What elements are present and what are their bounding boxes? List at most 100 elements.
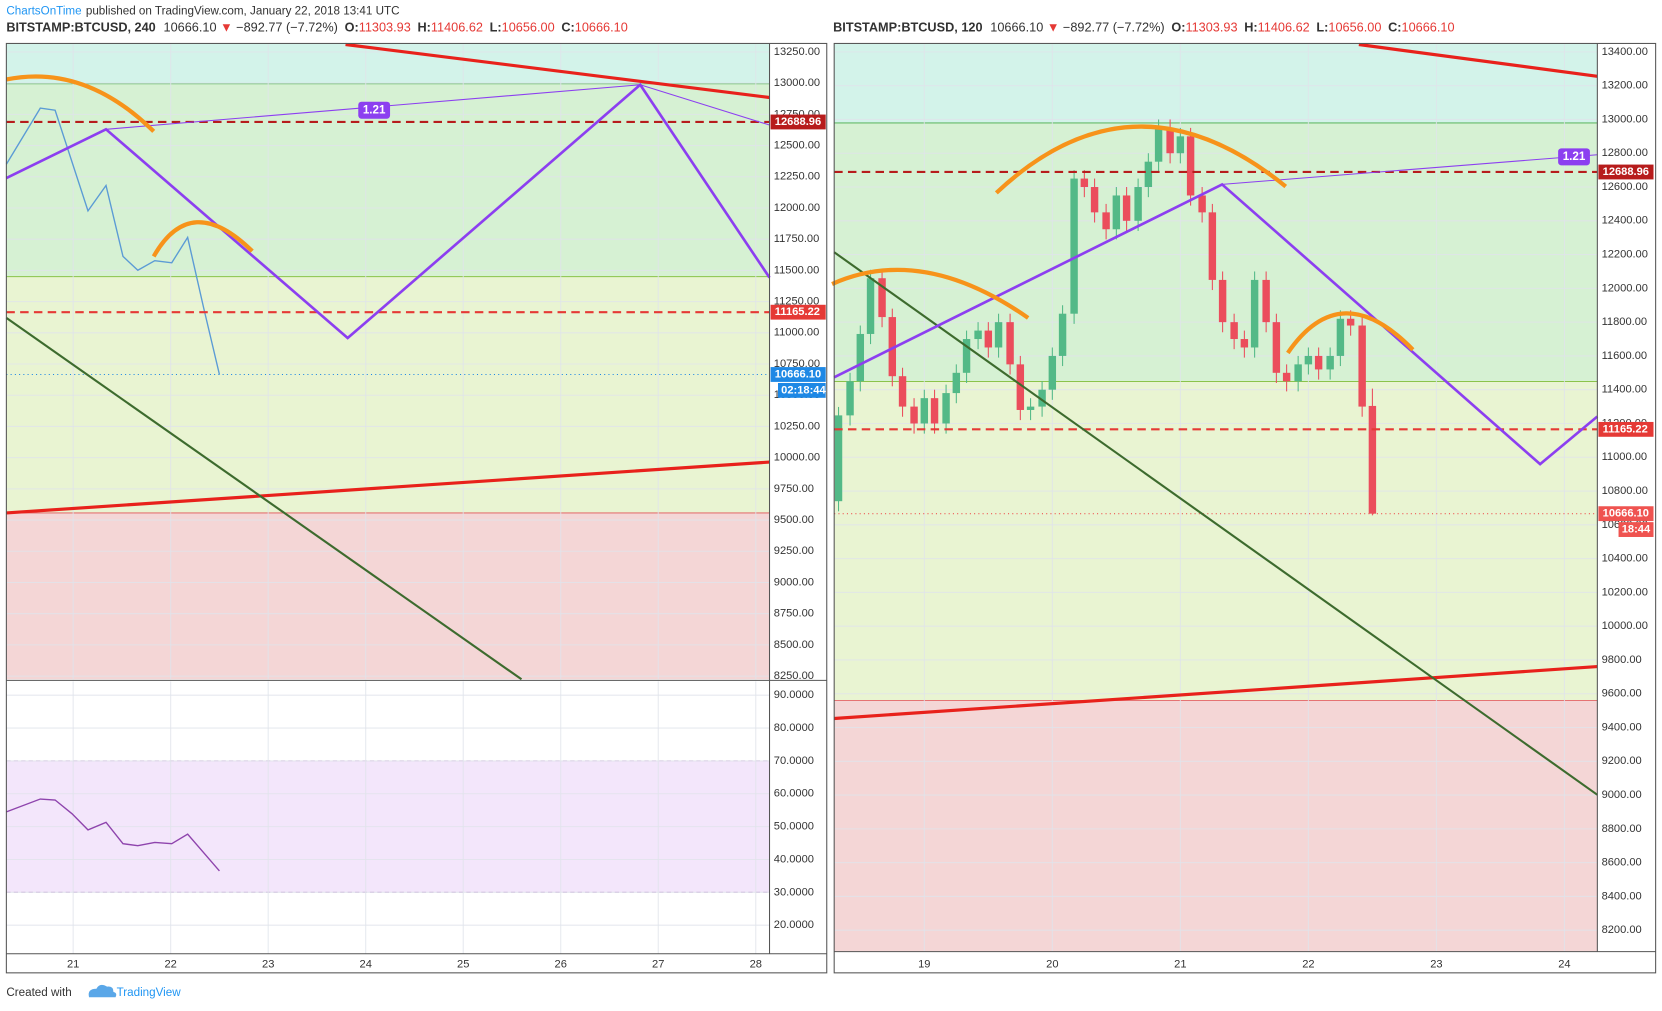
x-tick-label: 23 [262, 958, 274, 970]
price-tag-label: 12688.96 [1603, 166, 1649, 178]
y-tick-label: 10000.00 [1602, 620, 1648, 632]
author[interactable]: ChartsOnTime [6, 5, 81, 18]
ohlc-value: 11303.93 [1185, 20, 1237, 35]
y-tick-label: 9000.00 [1602, 789, 1642, 801]
x-tick-label: 22 [164, 958, 176, 970]
y-tick-label: 12000.00 [774, 202, 820, 214]
candle-body [1154, 127, 1163, 162]
candle-body [1058, 313, 1067, 356]
y-tick-label: 13250.00 [774, 46, 820, 58]
candle-body [1176, 136, 1185, 154]
price-tag [770, 367, 826, 382]
candle-body [1102, 212, 1110, 230]
y-tick-label: 8750.00 [774, 608, 814, 620]
y-tick-label: 12750.00 [774, 108, 820, 120]
change: −892.77 (−7.72%) [236, 20, 338, 35]
candle-body [1038, 389, 1046, 407]
footer-text: Created with [6, 986, 71, 999]
candle-body [1358, 325, 1366, 407]
x-tick-label: 26 [555, 958, 567, 970]
zone [834, 381, 1598, 701]
y-tick-label: 8800.00 [1602, 823, 1642, 835]
candle-body [952, 372, 961, 394]
zone [834, 700, 1598, 952]
ohlc-value: 11406.62 [431, 20, 483, 35]
candle-body [920, 398, 929, 424]
y-tick-label: 30.0000 [774, 886, 814, 898]
candle-body [1026, 406, 1035, 410]
candle-body [1336, 318, 1345, 356]
arrow: ▼ [220, 20, 233, 35]
y-tick-label: 11400.00 [1602, 384, 1648, 396]
y-tick-label: 11000.00 [774, 327, 820, 339]
candle-body [1198, 195, 1206, 213]
x-tick-label: 23 [1430, 958, 1442, 970]
brand[interactable]: TradingView [117, 986, 182, 999]
candle-body [994, 322, 1003, 348]
ohlc-value: 10656.00 [1328, 20, 1381, 35]
candle-body [1070, 178, 1078, 314]
ohlc-value: 10656.00 [502, 20, 555, 35]
ratio-label: 1.21 [1563, 150, 1586, 163]
symbol: BITSTAMP:BTCUSD, 240 [6, 20, 155, 35]
candle-body [1326, 355, 1334, 370]
y-tick-label: 13000.00 [774, 77, 820, 89]
y-tick-label: 60.0000 [774, 788, 814, 800]
y-tick-label: 10800.00 [1602, 485, 1648, 497]
x-tick-label: 22 [1302, 958, 1314, 970]
y-tick-label: 12000.00 [1602, 282, 1648, 294]
y-tick-label: 12500.00 [774, 140, 820, 152]
ohlc-label: C: [561, 20, 574, 35]
ohlc-value: 10666.10 [575, 20, 628, 35]
y-tick-label: 10250.00 [774, 420, 820, 432]
candle-body [930, 398, 939, 424]
ohlc-value: 10666.10 [1402, 20, 1455, 35]
candle-body [1250, 279, 1259, 348]
trend-line [1358, 42, 1598, 78]
trend-line [6, 460, 770, 515]
ohlc-label: L: [1316, 20, 1328, 35]
arc [1286, 311, 1415, 355]
arc [831, 267, 1030, 320]
x-tick-label: 28 [750, 958, 762, 970]
labels: 8250.00 8500.00 8750.00 9000.00 9250.00 9500.… [67, 46, 1654, 970]
zone [834, 43, 1598, 123]
y-tick-label: 13200.00 [1602, 80, 1648, 92]
y-tick-label: 8250.00 [774, 670, 814, 682]
pane-border [5, 42, 828, 974]
arc [5, 74, 156, 133]
candle-body [1262, 279, 1270, 323]
y-tick-label: 12400.00 [1602, 215, 1648, 227]
y-tick-label: 90.0000 [774, 689, 814, 701]
candle-body [1240, 339, 1249, 348]
pattern-line [5, 82, 771, 340]
y-tick-label: 10000.00 [774, 452, 820, 464]
ohlc-label: O: [345, 20, 359, 35]
ohlc-value: 11303.93 [359, 20, 411, 35]
drawings: 1.21 1.21 [5, 42, 1599, 796]
x-tick-label: 20 [1046, 958, 1058, 970]
x-tick-label: 21 [1174, 958, 1186, 970]
change: −892.77 (−7.72%) [1063, 20, 1165, 35]
y-tick-label: 11000.00 [1602, 451, 1648, 463]
y-tick-label: 9600.00 [1602, 688, 1642, 700]
marks [5, 107, 1598, 872]
logo [88, 984, 117, 998]
x-tick-label: 27 [652, 958, 664, 970]
y-tick-label: 11600.00 [1602, 350, 1648, 362]
y-tick-label: 10750.00 [774, 358, 820, 370]
ratio-box [358, 101, 391, 119]
y-tick-label: 40.0000 [774, 853, 814, 865]
trend-line [834, 664, 1598, 721]
axes [5, 42, 1657, 974]
candle-body [898, 376, 907, 407]
x-tick-label: 24 [1558, 958, 1570, 970]
trend-line [345, 42, 770, 100]
candle-body [1208, 212, 1217, 280]
last: 10666.10 [990, 20, 1043, 35]
ohlc-label: O: [1171, 20, 1185, 35]
y-tick-label: 12600.00 [1602, 181, 1648, 193]
candle-body [1134, 187, 1142, 221]
arc [151, 220, 254, 258]
y-tick-label: 8400.00 [1602, 890, 1642, 902]
